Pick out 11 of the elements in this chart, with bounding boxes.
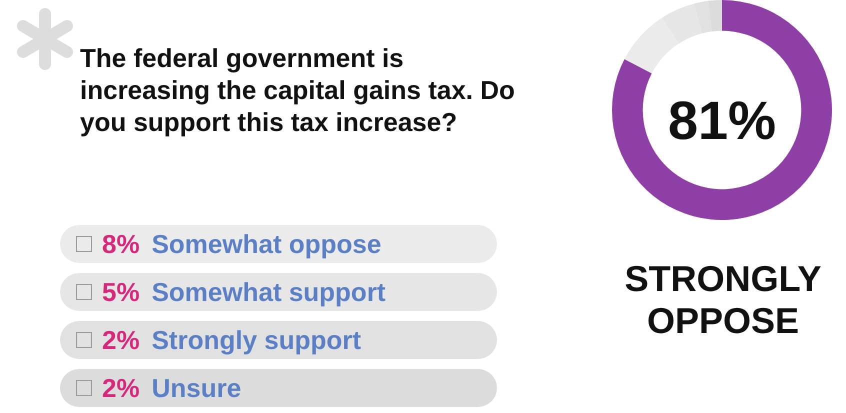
data-label: 5% — [102, 276, 140, 308]
data-label: 2% — [102, 372, 140, 404]
slice-label: STRONGLY OPPOSE — [624, 258, 822, 342]
legend-label: Strongly support — [152, 324, 362, 356]
legend-label: Somewhat support — [152, 276, 386, 308]
data-label: 2% — [102, 324, 140, 356]
data-label: 8% — [102, 228, 140, 260]
legend-label: Unsure — [152, 372, 242, 404]
data-label: 81% — [666, 90, 778, 152]
text: The federal government is increasing the capital gains tax. Do you support this tax increase? — [80, 42, 516, 138]
legend-label: Somewhat oppose — [152, 228, 382, 260]
